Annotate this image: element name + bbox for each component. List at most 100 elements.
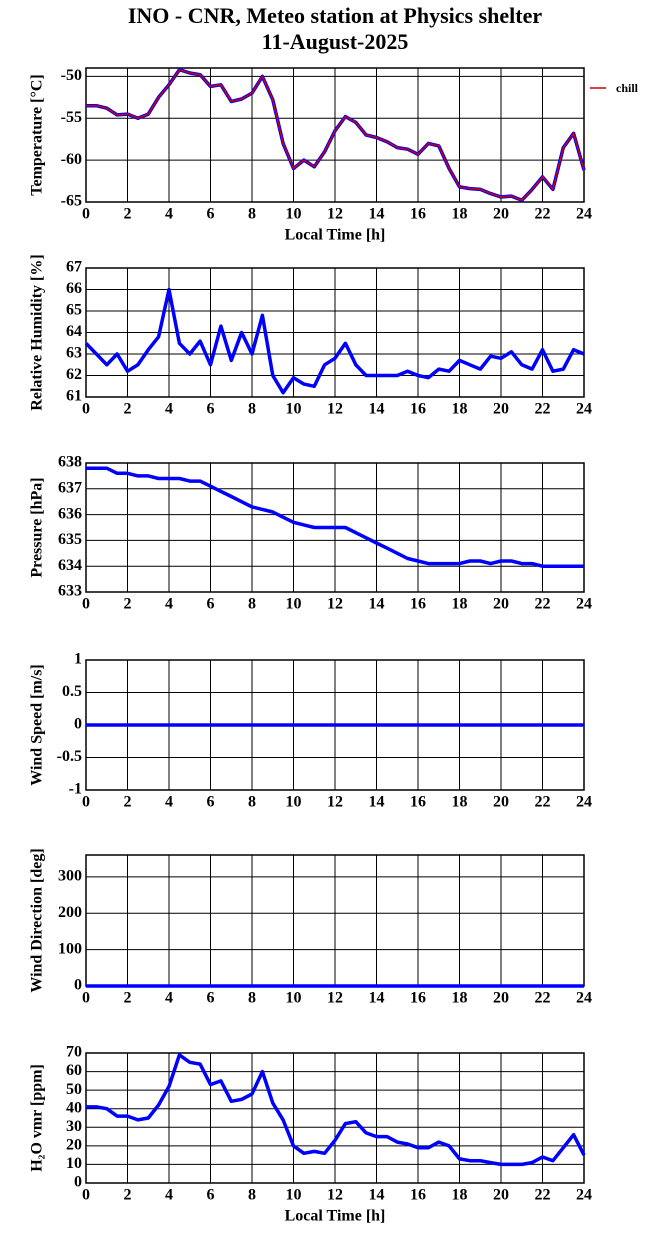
x-tick-label: 4 <box>165 794 173 811</box>
x-tick-label: 10 <box>286 794 302 811</box>
y-tick-label: 635 <box>58 531 82 548</box>
x-tick-label: 0 <box>82 1187 90 1204</box>
y-tick-label: 60 <box>66 1062 82 1079</box>
plot-frame <box>85 67 585 203</box>
x-tick-label: 16 <box>410 596 426 613</box>
x-tick-label: 18 <box>452 596 468 613</box>
x-tick-label: 8 <box>248 596 256 613</box>
x-tick-label: 2 <box>124 596 132 613</box>
y-tick-label: -60 <box>61 151 82 168</box>
y-axis-label: Wind Direction [deg] <box>29 848 46 992</box>
x-tick-label: 18 <box>452 1187 468 1204</box>
data-line <box>86 68 585 202</box>
x-tick-label: 4 <box>165 990 173 1007</box>
x-tick-label: 10 <box>286 401 302 418</box>
x-tick-label: 20 <box>493 794 509 811</box>
y-tick-label: 30 <box>66 1118 82 1135</box>
x-tick-label: 4 <box>165 1187 173 1204</box>
x-tick-label: 0 <box>82 596 90 613</box>
x-tick-label: 16 <box>410 794 426 811</box>
x-tick-label: 4 <box>165 206 173 223</box>
subtitle: 11-August-2025 <box>262 29 409 54</box>
x-tick-label: 10 <box>286 206 302 223</box>
y-tick-label: 634 <box>58 557 82 574</box>
x-tick-label: 2 <box>124 794 132 811</box>
x-tick-label: 2 <box>124 1187 132 1204</box>
x-tick-label: 2 <box>124 206 132 223</box>
x-tick-label: 8 <box>248 206 256 223</box>
y-tick-label: 10 <box>66 1155 82 1172</box>
y-axis-label: Temperature [°C] <box>29 74 46 195</box>
x-tick-label: 20 <box>493 596 509 613</box>
x-tick-label: 18 <box>452 206 468 223</box>
x-tick-label: 6 <box>207 596 215 613</box>
y-tick-label: 638 <box>58 454 82 471</box>
x-tick-label: 22 <box>535 401 551 418</box>
x-tick-label: 18 <box>452 990 468 1007</box>
x-tick-label: 14 <box>369 401 385 418</box>
y-tick-label: -0.5 <box>57 748 82 765</box>
y-tick-label: 63 <box>66 345 82 362</box>
data-line <box>86 1053 586 1167</box>
x-tick-label: 6 <box>207 794 215 811</box>
x-tick-label: 14 <box>369 206 385 223</box>
y-tick-label: 1 <box>74 651 82 668</box>
x-tick-label: 16 <box>410 1187 426 1204</box>
x-tick-label: 14 <box>369 794 385 811</box>
x-tick-label: 20 <box>493 1187 509 1204</box>
x-tick-label: 10 <box>286 596 302 613</box>
x-tick-label: 12 <box>327 206 343 223</box>
x-tick-label: 12 <box>327 990 343 1007</box>
y-tick-label: 636 <box>58 505 82 522</box>
y-tick-label: 67 <box>66 259 82 276</box>
x-tick-label: 8 <box>248 1187 256 1204</box>
x-tick-label: 22 <box>535 1187 551 1204</box>
y-tick-label: -50 <box>61 67 82 84</box>
y-tick-label: 20 <box>66 1137 82 1154</box>
x-tick-label: 2 <box>124 990 132 1007</box>
x-tick-label: 24 <box>576 206 592 223</box>
y-tick-label: 64 <box>66 323 82 340</box>
x-tick-label: 12 <box>327 596 343 613</box>
y-axis-label: H₂O vmr [ppm] <box>29 1064 46 1172</box>
y-tick-label: 633 <box>58 583 82 600</box>
x-tick-label: 22 <box>535 794 551 811</box>
x-tick-label: 4 <box>165 596 173 613</box>
x-tick-label: 8 <box>248 990 256 1007</box>
x-tick-label: 0 <box>82 401 90 418</box>
x-tick-label: 8 <box>248 794 256 811</box>
x-tick-label: 18 <box>452 401 468 418</box>
y-tick-label: 50 <box>66 1081 82 1098</box>
x-tick-label: 0 <box>82 794 90 811</box>
y-axis-label: Relative Humidity [%] <box>29 254 46 410</box>
x-tick-label: 20 <box>493 206 509 223</box>
x-tick-label: 4 <box>165 401 173 418</box>
y-tick-label: 66 <box>66 280 82 297</box>
x-tick-label: 22 <box>535 206 551 223</box>
y-tick-label: -1 <box>69 781 82 798</box>
x-tick-label: 6 <box>207 206 215 223</box>
x-tick-label: 14 <box>369 990 385 1007</box>
x-tick-label: 0 <box>82 206 90 223</box>
x-tick-label: 22 <box>535 596 551 613</box>
x-tick-label: 14 <box>369 1187 385 1204</box>
y-tick-label: 100 <box>58 940 82 957</box>
x-tick-label: 22 <box>535 990 551 1007</box>
plot-frame <box>85 462 585 593</box>
x-tick-label: 14 <box>369 596 385 613</box>
x-tick-label: 16 <box>410 206 426 223</box>
y-tick-label: -55 <box>61 109 82 126</box>
y-axis-label: Wind Speed [m/s] <box>29 664 46 786</box>
data-line <box>84 287 585 395</box>
x-tick-label: 24 <box>576 794 592 811</box>
x-tick-label: 24 <box>576 596 592 613</box>
x-tick-label: 0 <box>82 990 90 1007</box>
x-tick-label: 20 <box>493 401 509 418</box>
y-tick-label: 0 <box>74 1174 82 1191</box>
data-line <box>86 466 584 568</box>
y-tick-label: 62 <box>66 366 82 383</box>
x-tick-label: 6 <box>207 1187 215 1204</box>
x-tick-label: 8 <box>248 401 256 418</box>
x-tick-label: 16 <box>410 401 426 418</box>
